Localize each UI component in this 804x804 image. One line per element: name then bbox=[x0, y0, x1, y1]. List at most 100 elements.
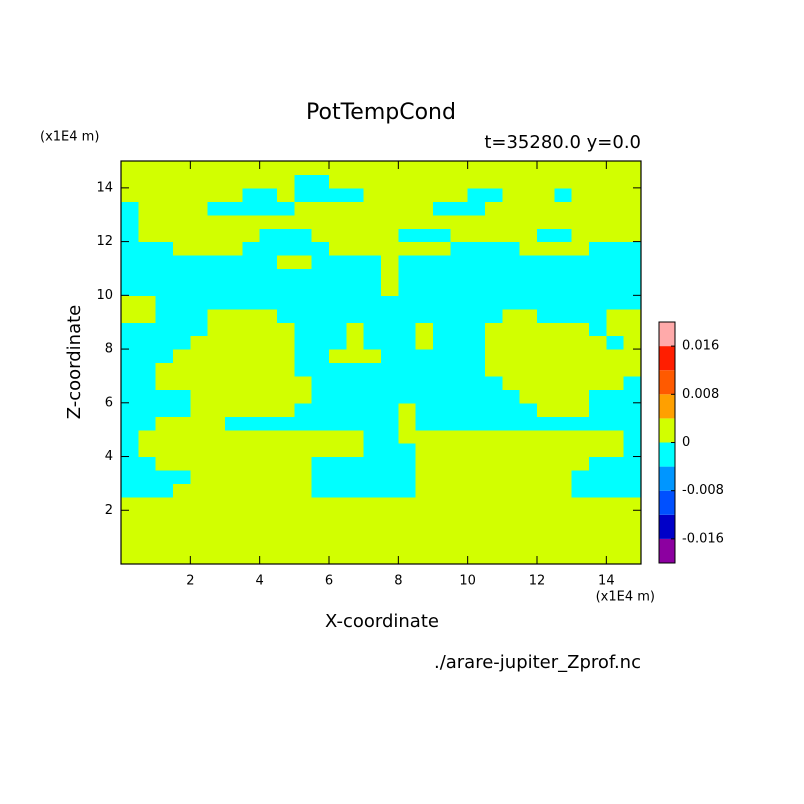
cell bbox=[589, 510, 607, 525]
cell bbox=[311, 174, 330, 189]
cell bbox=[606, 174, 625, 189]
cell bbox=[623, 469, 642, 484]
cell bbox=[190, 187, 209, 202]
cell bbox=[242, 402, 261, 417]
cell bbox=[329, 255, 347, 270]
cell bbox=[450, 389, 469, 404]
cell bbox=[589, 308, 607, 323]
cell bbox=[381, 255, 399, 270]
axes: 2 4 6 8 10 12 14 2 4 6 8 10 12 14 -0.016 -0.008 0 0.008 0.… bbox=[96, 160, 724, 589]
cell bbox=[329, 443, 347, 458]
cell bbox=[467, 201, 486, 216]
cell bbox=[606, 483, 625, 498]
cell bbox=[242, 214, 261, 229]
cell bbox=[398, 174, 417, 189]
cell bbox=[277, 469, 295, 484]
cell bbox=[415, 295, 434, 310]
cell bbox=[554, 523, 573, 538]
cell bbox=[606, 161, 625, 176]
cell bbox=[311, 161, 330, 176]
cell bbox=[519, 214, 538, 229]
cell bbox=[589, 483, 607, 498]
cell bbox=[190, 416, 209, 431]
cell bbox=[190, 443, 209, 458]
cell bbox=[225, 429, 243, 444]
cell bbox=[467, 295, 486, 310]
cell bbox=[381, 402, 399, 417]
cell bbox=[467, 496, 486, 511]
cell bbox=[467, 268, 486, 283]
cell bbox=[138, 228, 157, 243]
cell bbox=[207, 537, 226, 552]
cell bbox=[502, 429, 521, 444]
cell bbox=[346, 295, 365, 310]
cell bbox=[190, 469, 209, 484]
cell bbox=[329, 241, 347, 256]
cell bbox=[363, 550, 382, 565]
cell bbox=[571, 483, 590, 498]
cell bbox=[277, 443, 295, 458]
y-tick-label: 8 bbox=[105, 342, 113, 357]
cell bbox=[571, 443, 590, 458]
cell bbox=[346, 416, 365, 431]
cell bbox=[329, 308, 347, 323]
cell bbox=[433, 523, 451, 538]
cell bbox=[519, 389, 538, 404]
cell bbox=[259, 496, 278, 511]
cell bbox=[381, 268, 399, 283]
cell bbox=[311, 537, 330, 552]
cell bbox=[225, 456, 243, 471]
cell bbox=[155, 335, 174, 350]
cell bbox=[259, 469, 278, 484]
cell bbox=[571, 241, 590, 256]
cell bbox=[450, 295, 469, 310]
cell bbox=[467, 241, 486, 256]
cell bbox=[225, 510, 243, 525]
cell bbox=[294, 469, 313, 484]
cell bbox=[606, 416, 625, 431]
cell bbox=[294, 402, 313, 417]
cell bbox=[502, 228, 521, 243]
cell bbox=[450, 510, 469, 525]
cell bbox=[311, 375, 330, 390]
cell bbox=[450, 416, 469, 431]
cell bbox=[537, 241, 555, 256]
cell bbox=[207, 255, 226, 270]
cell bbox=[537, 375, 555, 390]
cell bbox=[415, 456, 434, 471]
cell bbox=[485, 483, 503, 498]
cell bbox=[589, 362, 607, 377]
cell bbox=[467, 174, 486, 189]
cell bbox=[381, 228, 399, 243]
colorbar-band bbox=[659, 514, 675, 539]
cell bbox=[606, 523, 625, 538]
x-tick-label: 2 bbox=[186, 574, 194, 589]
cell bbox=[121, 483, 139, 498]
cell bbox=[190, 537, 209, 552]
cell bbox=[207, 228, 226, 243]
cell bbox=[190, 375, 209, 390]
cell bbox=[589, 456, 607, 471]
cell bbox=[519, 510, 538, 525]
cell bbox=[433, 201, 451, 216]
cell bbox=[415, 349, 434, 364]
cell bbox=[606, 308, 625, 323]
cell bbox=[207, 241, 226, 256]
cell bbox=[311, 335, 330, 350]
cell bbox=[173, 510, 191, 525]
cell bbox=[537, 255, 555, 270]
cell bbox=[190, 550, 209, 565]
cell bbox=[519, 402, 538, 417]
cell bbox=[502, 281, 521, 296]
cell bbox=[415, 469, 434, 484]
cell bbox=[242, 456, 261, 471]
cell bbox=[485, 322, 503, 337]
cell bbox=[537, 268, 555, 283]
cell bbox=[433, 281, 451, 296]
cell bbox=[606, 537, 625, 552]
cell bbox=[363, 187, 382, 202]
cell bbox=[346, 241, 365, 256]
cell bbox=[381, 187, 399, 202]
cell bbox=[485, 362, 503, 377]
cell bbox=[173, 241, 191, 256]
